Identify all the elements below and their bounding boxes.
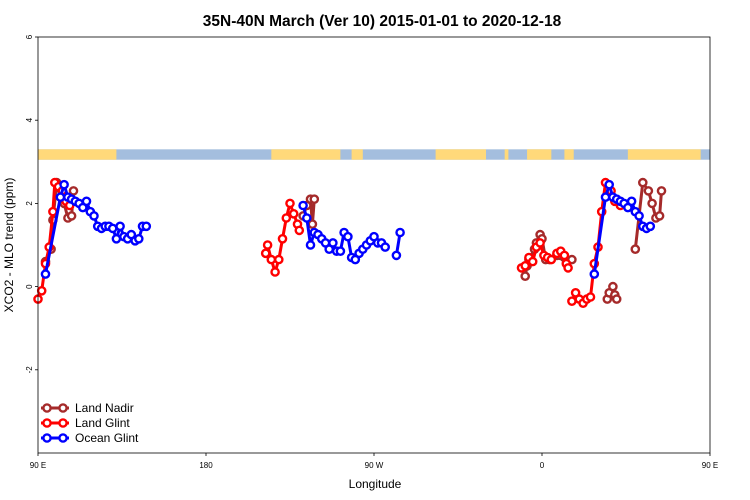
data-point <box>604 179 615 190</box>
data-point <box>298 200 308 211</box>
series-ocean-glint <box>40 179 656 279</box>
land-ocean-mask <box>38 149 710 160</box>
y-tick-label: 2 <box>25 201 34 206</box>
legend-label: Land Nadir <box>75 401 134 415</box>
land-span-7 <box>627 149 701 160</box>
legend-marker <box>42 418 52 428</box>
x-tick-label: 90 W <box>365 461 384 470</box>
legend-marker <box>58 403 68 413</box>
data-point <box>559 250 570 261</box>
data-point <box>81 196 92 207</box>
legend-marker <box>42 403 52 413</box>
data-point <box>589 269 600 279</box>
data-point <box>335 246 346 256</box>
data-point <box>634 211 644 221</box>
y-tick-label: 0 <box>25 284 34 289</box>
data-point <box>630 244 641 254</box>
legend-marker <box>58 433 68 443</box>
ocean-strip <box>38 149 710 160</box>
data-point <box>567 296 577 307</box>
data-point <box>270 267 280 277</box>
data-point <box>309 194 320 204</box>
data-point <box>563 263 573 273</box>
data-point <box>262 240 273 250</box>
data-point <box>535 238 545 248</box>
data-point <box>328 238 338 248</box>
legend-marker <box>42 433 52 443</box>
data-point <box>638 177 648 188</box>
series-layer <box>33 177 667 309</box>
data-point <box>141 221 152 232</box>
legend-item-ocean-glint: Ocean Glint <box>41 431 139 445</box>
data-point <box>585 292 596 302</box>
plot-frame <box>37 36 711 454</box>
data-point <box>608 281 618 292</box>
legend-item-land-nadir: Land Nadir <box>41 401 134 415</box>
land-span-6 <box>564 149 574 160</box>
data-point <box>391 250 402 261</box>
legend-item-land-glint: Land Glint <box>41 416 130 430</box>
data-point <box>115 221 125 232</box>
data-point <box>133 233 144 244</box>
data-point <box>380 242 391 252</box>
land-span-2 <box>351 149 363 160</box>
data-point <box>395 227 405 238</box>
land-span-4 <box>504 149 509 160</box>
axes: -2 0 2 4 6 90 E 180 90 W 0 90 E <box>25 34 718 470</box>
data-point <box>59 179 69 190</box>
data-point <box>281 213 292 223</box>
data-point <box>40 269 51 279</box>
data-point <box>111 233 122 244</box>
data-point <box>626 196 637 207</box>
data-point <box>260 248 271 259</box>
y-axis-label: XCO2 - MLO trend (ppm) <box>2 178 16 313</box>
y-tick-label: -2 <box>25 366 34 374</box>
data-point <box>273 254 284 265</box>
data-point <box>656 186 667 196</box>
data-point <box>643 186 654 196</box>
data-point <box>600 192 611 202</box>
legend-marker <box>58 418 68 428</box>
x-tick-label: 0 <box>540 461 545 470</box>
data-point <box>55 192 66 202</box>
land-span-0 <box>38 149 117 160</box>
x-tick-label: 180 <box>199 461 213 470</box>
data-point <box>288 208 299 219</box>
data-point <box>343 231 353 242</box>
y-tick-label: 6 <box>25 34 34 39</box>
data-point <box>645 221 656 232</box>
data-point <box>520 271 531 282</box>
data-point <box>301 213 312 223</box>
data-point <box>266 254 277 265</box>
land-span-3 <box>435 149 486 160</box>
data-point <box>647 198 657 209</box>
y-tick-label: 4 <box>25 117 34 122</box>
data-point <box>294 225 305 236</box>
legend-label: Land Glint <box>75 416 130 430</box>
legend-label: Ocean Glint <box>75 431 139 445</box>
data-point <box>527 256 538 267</box>
data-point <box>305 240 316 250</box>
land-span-1 <box>271 149 341 160</box>
chart-title: 35N-40N March (Ver 10) 2015-01-01 to 202… <box>203 13 562 30</box>
data-point <box>36 285 47 296</box>
data-point <box>107 223 118 234</box>
data-point <box>277 233 288 244</box>
data-point <box>520 260 531 271</box>
data-point <box>611 294 622 304</box>
data-point <box>654 211 665 221</box>
x-axis-label: Longitude <box>349 477 402 491</box>
data-point <box>89 211 99 221</box>
data-point <box>66 211 77 221</box>
land-span-5 <box>527 149 552 160</box>
x-tick-label: 90 E <box>30 461 46 470</box>
data-point <box>285 198 295 209</box>
data-point <box>546 254 557 265</box>
data-point <box>68 186 79 196</box>
x-tick-label: 90 E <box>702 461 718 470</box>
data-point <box>48 206 58 217</box>
